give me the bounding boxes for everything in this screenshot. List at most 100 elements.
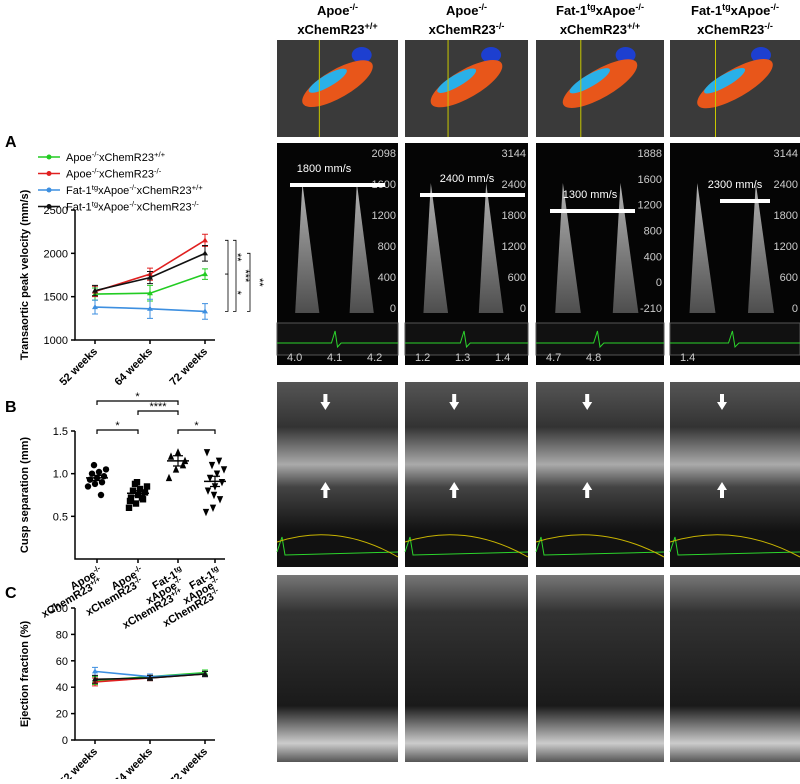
scale-label: 1200 [372,210,396,222]
data-point [126,497,134,505]
data-point [204,487,212,495]
legend-label: Fat-1tgxApoe-/-xChemR23+/+ [66,183,203,198]
legend-marker [46,171,52,176]
scale-label: 1200 [638,200,662,212]
scale-label: -210 [640,303,662,315]
superscript: +/+ [365,21,378,31]
arrow [320,482,331,498]
data-point [92,676,98,682]
time-label: 1.4 [680,352,695,364]
column-header: Fat-1tgxApoe-/- [556,2,644,18]
doppler-envelope [612,183,639,313]
text-part: Apoe [446,3,479,18]
legend-marker [46,187,52,193]
superscript: -/- [129,183,137,192]
data-point [138,494,146,501]
b-mode-image [405,575,528,762]
arrow [449,482,460,498]
superscript: -/- [129,199,137,208]
flow-blue [481,47,502,63]
time-label: 4.0 [287,352,302,364]
scale-label: 2400 [502,179,526,191]
time-label: 4.2 [367,352,382,364]
data-point [97,491,105,499]
superscript: -/- [132,574,143,586]
time-label: 4.7 [546,352,561,364]
superscript: -/- [91,563,102,575]
data-point [203,449,211,457]
time-label: 4.8 [586,352,601,364]
data-point [91,480,99,488]
arrow [582,482,593,498]
flow-orange [562,59,638,109]
data-point [209,504,217,512]
data-point [92,304,98,310]
data-point [167,452,175,460]
ecg-trace [404,534,529,558]
y-axis-label: Transaortic peak velocity (mm/s) [19,189,31,360]
ecg-trace [277,330,398,349]
text-part: Fat-1 [66,202,92,214]
scale-label: 1200 [502,241,526,253]
column-header: Apoe-/- [317,2,358,18]
significance-label: * [135,391,140,403]
legend-label: Apoe-/-xChemR23-/- [66,166,162,181]
m-mode-image [536,382,664,532]
panel-letter: A [5,134,17,151]
data-point [147,274,153,280]
time-label: 1.3 [455,352,470,364]
superscript: -/- [349,2,358,12]
text-part: Fat-1 [556,3,587,18]
superscript: tg [722,2,731,12]
significance-label: * [194,420,199,432]
scale-label: 3144 [502,148,526,160]
y-tick-label: 40 [56,682,68,694]
text-part: Apoe [66,169,92,181]
scale-label: 3144 [774,148,798,160]
column-header: Apoe-/- [446,2,487,18]
data-point [208,461,216,470]
superscript: +/+ [154,150,166,159]
y-tick-label: 1500 [44,292,68,304]
data-point [92,668,98,674]
ecg-strip [670,532,800,567]
time-label: 4.1 [327,352,342,364]
data-point [215,457,223,466]
data-point [147,674,153,680]
significance-bracket [225,239,229,275]
superscript: tg [587,2,596,12]
arrow [717,394,727,410]
scale-label: 2098 [372,148,396,160]
time-label: 1.2 [415,352,430,364]
ecg-trace [536,330,664,349]
scale-label: 400 [644,251,662,263]
data-point [125,504,133,511]
significance-bracket [96,429,139,434]
sem-bar [210,475,220,488]
ecg-strip [405,532,528,567]
y-tick-label: 20 [56,709,68,721]
panel-letter: C [5,585,17,602]
flow-orange [302,60,373,108]
column-header: Fat-1tgxApoe-/- [691,2,779,18]
y-tick-label: 2000 [44,248,68,260]
legend-marker [46,154,52,160]
arrow [320,394,331,410]
y-tick-label: 0 [62,735,68,747]
ecg-trace [404,536,529,556]
y-axis-label: Cusp separation (mm) [19,437,31,553]
y-tick-label: 1000 [44,335,68,347]
time-label: 1.4 [495,352,510,364]
superscript: tg [92,199,98,208]
superscript: +/+ [192,183,204,192]
doppler-envelope [295,183,320,313]
text-part: xChemR23 [137,202,192,214]
m-mode-image [405,382,528,532]
ecg-strip [404,322,529,356]
b-mode-image [277,575,398,762]
scale-label: 1888 [638,148,662,160]
velocity-label: 2400 mm/s [440,173,495,185]
superscript: -/- [209,585,220,597]
data-point [92,287,98,293]
